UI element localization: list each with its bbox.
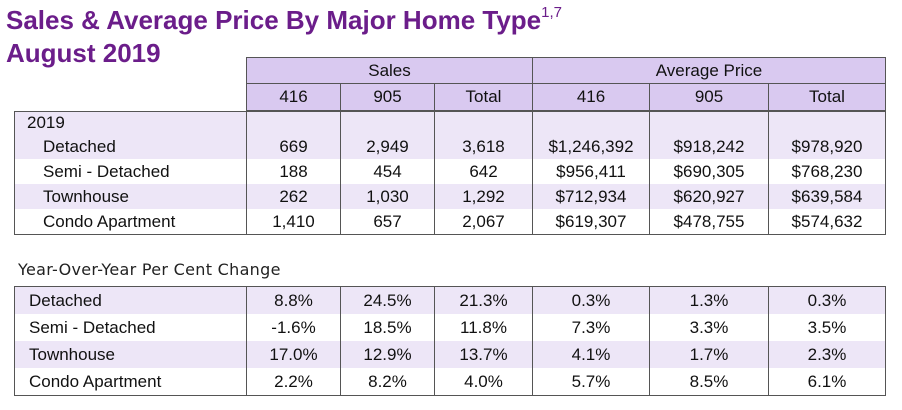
page-title: Sales & Average Price By Major Home Type… — [6, 4, 562, 36]
table-row: Condo Apartment 1,410 657 2,067 $619,307… — [14, 209, 886, 235]
table-cell: $918,242 — [649, 134, 769, 159]
table-row: Detached 669 2,949 3,618 $1,246,392 $918… — [14, 134, 886, 159]
title-text: Sales & Average Price By Major Home Type — [6, 5, 542, 35]
column-header-table: Sales Average Price 416 905 Total 416 90… — [246, 57, 886, 111]
year-label: 2019 — [14, 111, 247, 134]
table-cell: $712,934 — [532, 184, 650, 209]
table-cell: 8.5% — [649, 368, 769, 396]
col-header-sales-905: 905 — [340, 83, 435, 111]
row-label: Townhouse — [14, 184, 247, 209]
table-cell: 1.3% — [649, 286, 769, 314]
table-row: Townhouse 262 1,030 1,292 $712,934 $620,… — [14, 184, 886, 209]
table-row: Townhouse 17.0% 12.9% 13.7% 4.1% 1.7% 2.… — [14, 341, 886, 368]
table-cell: $620,927 — [649, 184, 769, 209]
col-header-price-905: 905 — [649, 83, 769, 111]
table-cell: 2.3% — [768, 341, 886, 368]
yoy-change-table: Detached 8.8% 24.5% 21.3% 0.3% 1.3% 0.3%… — [14, 286, 886, 396]
group-header-sales: Sales — [246, 57, 533, 84]
table-row: Semi - Detached -1.6% 18.5% 11.8% 7.3% 3… — [14, 314, 886, 341]
table-cell: $978,920 — [768, 134, 886, 159]
title-superscript: 1,7 — [541, 4, 563, 21]
row-label: Semi - Detached — [14, 159, 247, 184]
table-cell: 454 — [340, 159, 435, 184]
col-header-sales-total: Total — [434, 83, 533, 111]
table-cell: $574,632 — [768, 209, 886, 235]
col-header-sales-416: 416 — [246, 83, 341, 111]
table-cell: 669 — [246, 134, 341, 159]
table-cell: -1.6% — [246, 314, 341, 341]
table-cell: 642 — [434, 159, 533, 184]
row-label: Detached — [14, 286, 247, 314]
table-cell: 18.5% — [340, 314, 435, 341]
table-cell: $639,584 — [768, 184, 886, 209]
table-cell: 12.9% — [340, 341, 435, 368]
table-cell — [246, 111, 341, 134]
row-label: Semi - Detached — [14, 314, 247, 341]
table-cell: 1,410 — [246, 209, 341, 235]
table-cell: 21.3% — [434, 286, 533, 314]
table-cell: 8.8% — [246, 286, 341, 314]
table-cell: $768,230 — [768, 159, 886, 184]
table-cell — [768, 111, 886, 134]
table-cell: 657 — [340, 209, 435, 235]
table-cell: $690,305 — [649, 159, 769, 184]
table-cell: 5.7% — [532, 368, 650, 396]
yoy-heading: Year-Over-Year Per Cent Change — [18, 260, 281, 279]
table-cell: 1,030 — [340, 184, 435, 209]
table-row: Semi - Detached 188 454 642 $956,411 $69… — [14, 159, 886, 184]
table-cell: 11.8% — [434, 314, 533, 341]
table-cell: 188 — [246, 159, 341, 184]
row-label: Condo Apartment — [14, 209, 247, 235]
row-label: Condo Apartment — [14, 368, 247, 396]
table-cell: 7.3% — [532, 314, 650, 341]
table-cell: 24.5% — [340, 286, 435, 314]
table-cell: 0.3% — [532, 286, 650, 314]
table-cell: 4.1% — [532, 341, 650, 368]
table-cell: 262 — [246, 184, 341, 209]
table-cell: $1,246,392 — [532, 134, 650, 159]
sales-price-table: 2019 Detached 669 2,949 3,618 $1,246,392… — [14, 111, 886, 235]
table-row: Detached 8.8% 24.5% 21.3% 0.3% 1.3% 0.3% — [14, 286, 886, 314]
table-cell: 1,292 — [434, 184, 533, 209]
table-cell: 1.7% — [649, 341, 769, 368]
col-header-price-total: Total — [768, 83, 886, 111]
table-cell: 2,949 — [340, 134, 435, 159]
table-cell: $478,755 — [649, 209, 769, 235]
table-cell — [340, 111, 435, 134]
page-subtitle: August 2019 — [6, 38, 161, 68]
table-cell: 4.0% — [434, 368, 533, 396]
row-label: Townhouse — [14, 341, 247, 368]
table-cell: 13.7% — [434, 341, 533, 368]
table-row: Condo Apartment 2.2% 8.2% 4.0% 5.7% 8.5%… — [14, 368, 886, 396]
table-cell: 6.1% — [768, 368, 886, 396]
table-cell: 3.3% — [649, 314, 769, 341]
row-label: Detached — [14, 134, 247, 159]
table-cell: 2.2% — [246, 368, 341, 396]
table-cell — [532, 111, 650, 134]
table-cell: 8.2% — [340, 368, 435, 396]
table-cell: $956,411 — [532, 159, 650, 184]
table-cell: 0.3% — [768, 286, 886, 314]
table-cell — [649, 111, 769, 134]
table-cell: 17.0% — [246, 341, 341, 368]
table-cell: $619,307 — [532, 209, 650, 235]
table-cell — [434, 111, 533, 134]
table-cell: 2,067 — [434, 209, 533, 235]
table-cell: 3,618 — [434, 134, 533, 159]
col-header-price-416: 416 — [532, 83, 650, 111]
table-cell: 3.5% — [768, 314, 886, 341]
group-header-average-price: Average Price — [532, 57, 886, 84]
